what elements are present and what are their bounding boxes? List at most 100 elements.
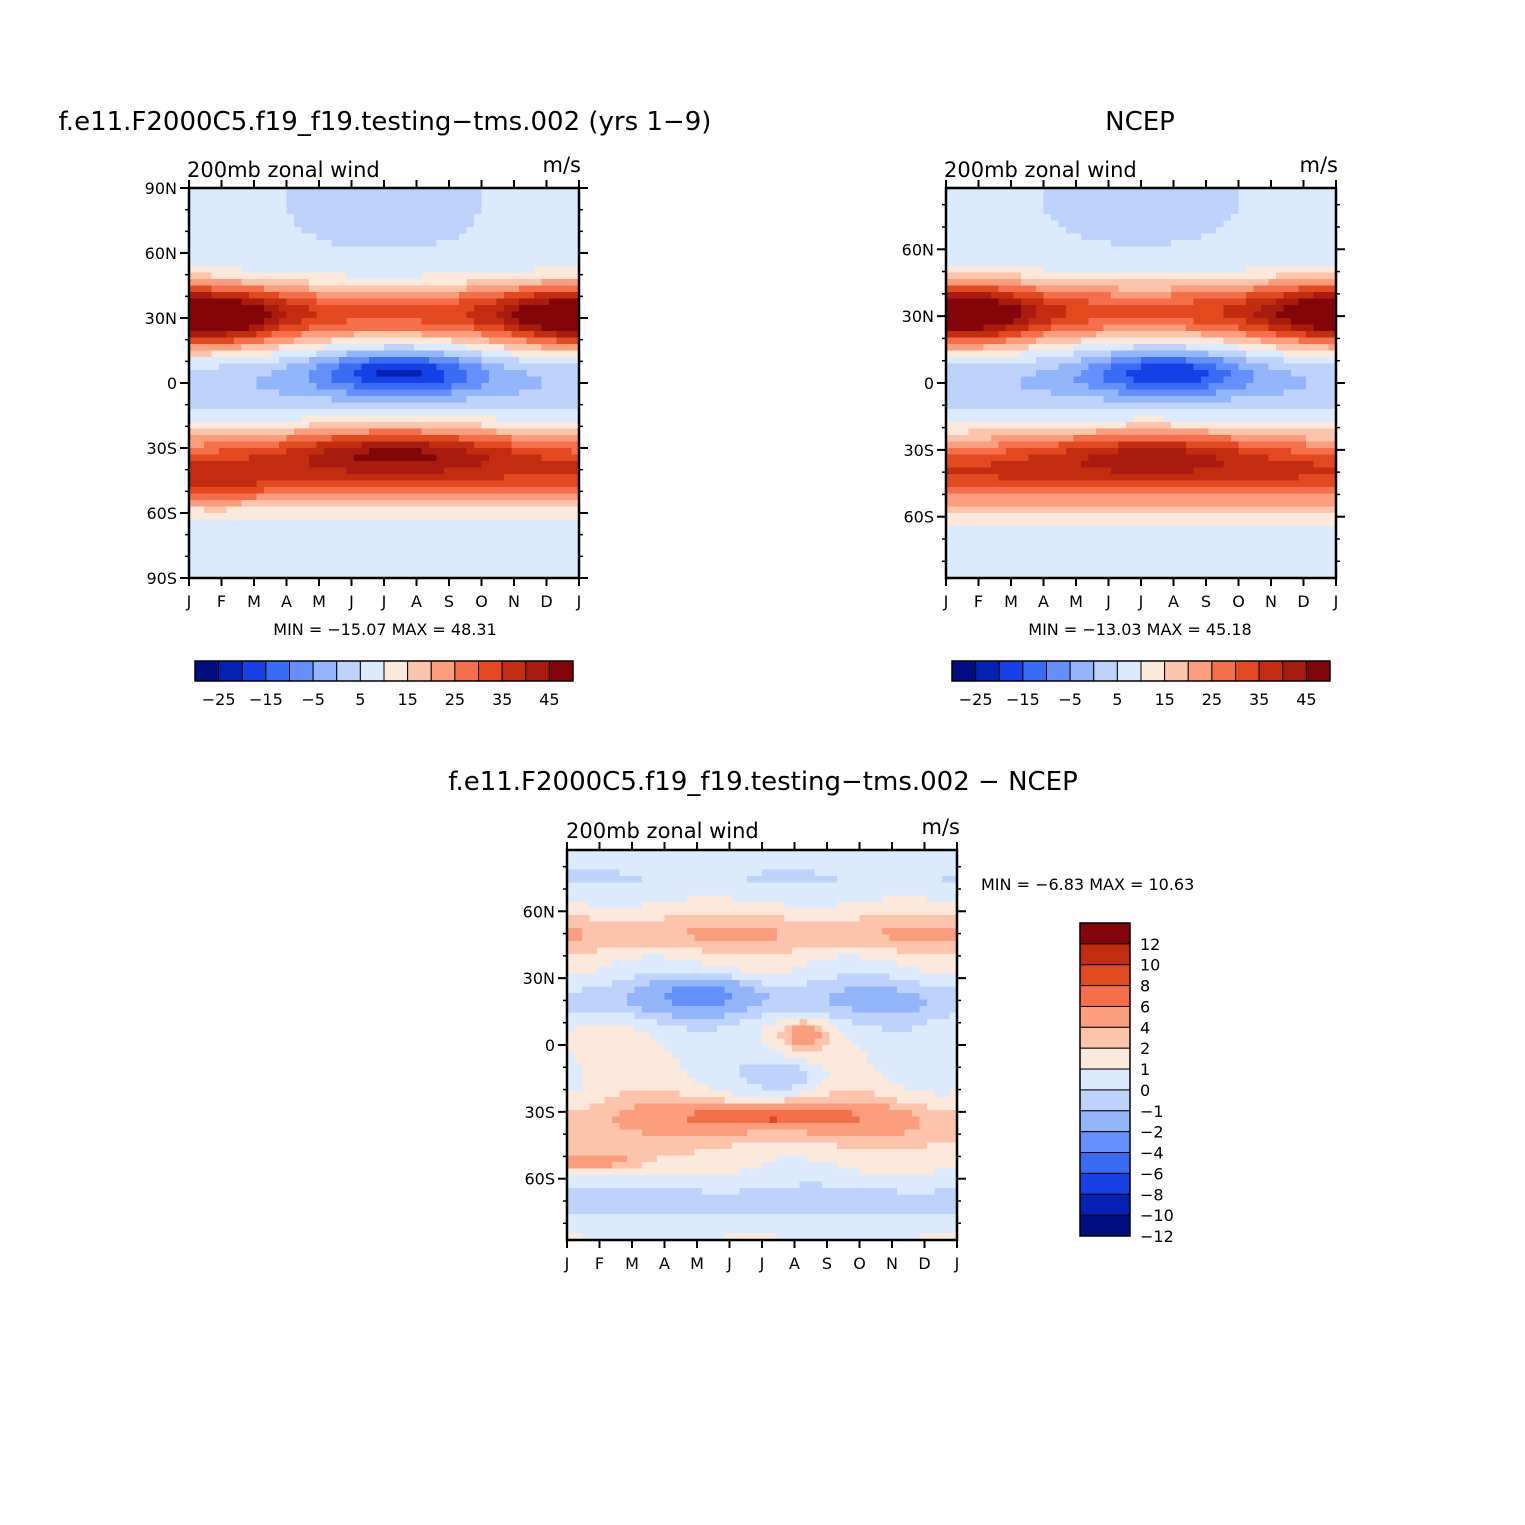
field-cell [519, 441, 528, 449]
field-cell [241, 324, 250, 332]
field-cell [983, 370, 992, 378]
field-cell [564, 311, 573, 319]
field-cell [286, 279, 295, 287]
field-cell [1253, 324, 1262, 332]
field-cell [1238, 389, 1247, 397]
field-cell [489, 415, 498, 423]
field-cell [511, 259, 520, 267]
field-cell [309, 467, 318, 475]
field-cell [968, 324, 977, 332]
field-cell [511, 279, 520, 287]
field-cell [324, 519, 333, 527]
field-cell [519, 474, 528, 482]
x-tick-label: A [281, 592, 292, 611]
field-cell [1126, 331, 1135, 339]
y-tick-label: 90N [145, 179, 177, 198]
field-cell [564, 240, 573, 248]
field-cell [459, 532, 468, 540]
field-cell [316, 415, 325, 423]
field-cell [271, 415, 280, 423]
field-cell [361, 337, 370, 345]
field-cell [1171, 253, 1180, 261]
field-cell [354, 337, 363, 345]
field-cell [1028, 350, 1037, 358]
field-cell [376, 298, 385, 306]
field-cell [1261, 246, 1270, 254]
field-cell [1081, 298, 1090, 306]
field-cell [1148, 266, 1157, 274]
field-cell [444, 558, 453, 566]
field-cell [571, 311, 580, 319]
field-cell [444, 402, 453, 410]
field-cell [264, 233, 273, 241]
field-cell [361, 565, 370, 573]
field-cell [324, 565, 333, 573]
field-cell [459, 344, 468, 352]
field-cell [474, 506, 483, 514]
field-cell [1073, 311, 1082, 319]
field-cell [1036, 357, 1045, 365]
field-cell [983, 207, 992, 215]
field-cell [496, 493, 505, 501]
field-cell [361, 357, 370, 365]
field-cell [369, 214, 378, 222]
field-cell [414, 253, 423, 261]
field-cell [241, 435, 250, 443]
field-cell [1021, 305, 1030, 313]
field-cell [511, 402, 520, 410]
field-cell [998, 305, 1007, 313]
field-cell [444, 311, 453, 319]
field-cell [504, 558, 513, 566]
field-cell [1208, 240, 1217, 248]
field-cell [316, 493, 325, 501]
field-cell [459, 318, 468, 326]
field-cell [998, 402, 1007, 410]
field-cell [211, 409, 220, 417]
field-cell [256, 272, 265, 280]
field-cell [436, 383, 445, 391]
field-cell [211, 370, 220, 378]
field-cell [1208, 266, 1217, 274]
field-cell [1201, 324, 1210, 332]
field-cell [264, 571, 273, 579]
field-cell [1021, 324, 1030, 332]
field-cell [1268, 370, 1277, 378]
field-cell [339, 383, 348, 391]
field-cell [526, 454, 535, 462]
field-cell [541, 545, 550, 553]
field-cell [504, 292, 513, 300]
field-cell [1321, 370, 1330, 378]
field-cell [196, 370, 205, 378]
field-cell [1028, 220, 1037, 228]
field-cell [406, 500, 415, 508]
field-cell [256, 571, 265, 579]
field-cell [511, 318, 520, 326]
field-cell [556, 201, 565, 209]
field-cell [1268, 285, 1277, 293]
field-cell [474, 207, 483, 215]
field-cell [1028, 324, 1037, 332]
field-cell [444, 376, 453, 384]
field-cell [481, 227, 490, 235]
field-cell [1141, 311, 1150, 319]
field-cell [1163, 207, 1172, 215]
field-cell [1208, 194, 1217, 202]
field-cell [324, 363, 333, 371]
field-cell [1216, 227, 1225, 235]
field-cell [1118, 376, 1127, 384]
field-cell [1133, 292, 1142, 300]
field-cell [414, 467, 423, 475]
field-cell [1298, 201, 1307, 209]
field-cell [1148, 383, 1157, 391]
field-cell [459, 194, 468, 202]
field-cell [526, 480, 535, 488]
field-cell [983, 246, 992, 254]
field-cell [504, 246, 513, 254]
field-cell [219, 474, 228, 482]
field-cell [294, 461, 303, 469]
colorbar-label: 15 [397, 690, 417, 709]
field-cell [384, 526, 393, 534]
field-cell [301, 539, 310, 547]
field-cell [241, 526, 250, 534]
field-cell [339, 259, 348, 267]
